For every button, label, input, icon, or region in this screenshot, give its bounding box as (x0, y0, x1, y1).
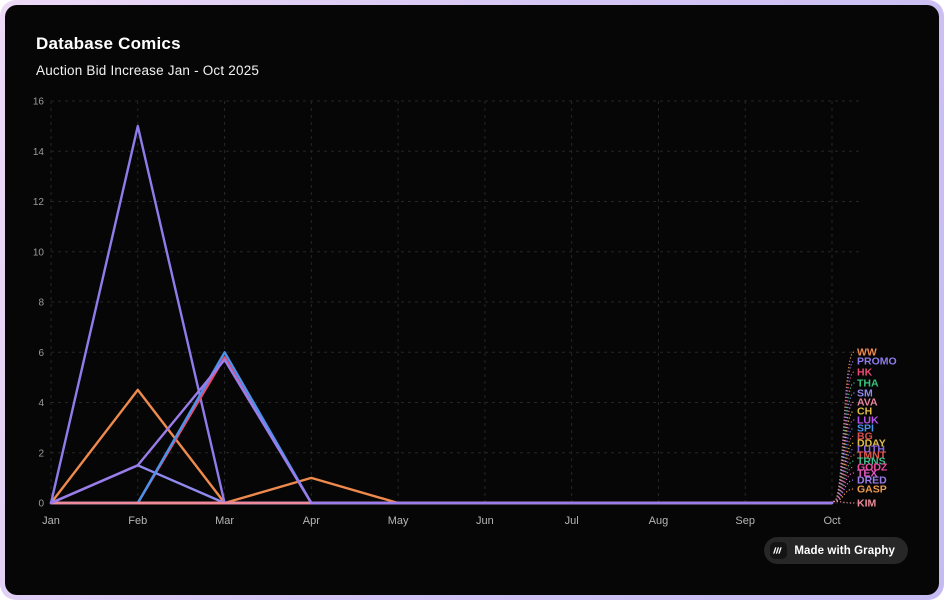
legend-label-GASP: GASP (857, 484, 887, 496)
page-title: Database Comics (36, 34, 181, 53)
y-axis-tick-label: 10 (33, 247, 45, 258)
legend-connector-KIM (833, 500, 855, 504)
legend-label-LUTH: LUTH (857, 444, 885, 456)
y-axis-tick-label: 8 (38, 298, 44, 309)
series-line-WW (49, 388, 834, 505)
legend-label-GODZ: GODZ (857, 462, 888, 474)
legend-label-SM: SM (857, 388, 873, 400)
x-axis-month-label: Aug (649, 515, 669, 527)
chart-card: Database Comics Auction Bid Increase Jan… (5, 5, 939, 595)
x-axis-month-label: May (388, 515, 409, 527)
legend-label-HK: HK (857, 367, 873, 379)
series-line-SM (49, 464, 834, 505)
legend-label-LUK: LUK (857, 415, 879, 427)
legend-connector-THA (833, 382, 855, 503)
badge-label: Made with Graphy (794, 544, 895, 557)
x-axis-month-label: Mar (215, 515, 234, 527)
x-axis-month-label: Jul (565, 515, 579, 527)
legend-connector-GODZ (833, 466, 855, 503)
legend-label-KIM: KIM (857, 498, 877, 510)
y-axis-tick-label: 2 (38, 448, 44, 459)
x-axis-month-label: Jan (42, 515, 60, 527)
legend-label-TMNT: TMNT (857, 450, 887, 462)
legend-connector-AVA (833, 401, 855, 503)
legend-label-PROMO: PROMO (857, 356, 897, 368)
legend-label-DDAY: DDAY (857, 438, 886, 450)
legend-label-SPI: SPI (857, 423, 874, 435)
legend-connector-DRED (833, 479, 855, 503)
legend-label-AVA: AVA (857, 397, 878, 409)
legend-connector-TEX (833, 472, 855, 503)
legend-label-TEX: TEX (857, 468, 877, 480)
legend-label-THA: THA (857, 378, 879, 390)
y-axis-tick-label: 12 (33, 197, 45, 208)
series-line-PROMO (49, 124, 834, 505)
x-axis-month-label: Sep (735, 515, 755, 527)
made-with-graphy-badge[interactable]: Made with Graphy (764, 537, 908, 564)
legend-label-WW: WW (857, 347, 877, 359)
line-chart: 0 2 4 6 8 10 12 14 16 Jan Feb Mar Apr May Jun Jul Aug Sep… (33, 97, 897, 528)
y-axis-tick-label: 14 (33, 147, 45, 158)
legend-connector-DDAY (833, 442, 855, 503)
y-axis-tick-label: 16 (33, 97, 45, 108)
x-axis-month-label: Jun (476, 515, 494, 527)
y-axis-tick-label: 4 (38, 398, 44, 409)
y-axis-tick-label: 0 (38, 499, 44, 510)
legend-label-CH: CH (857, 406, 872, 418)
x-axis-month-label: Feb (128, 515, 147, 527)
legend-label-BG: BG (857, 431, 873, 443)
series-line-DRED (49, 358, 834, 505)
legend-connector-PROMO (833, 360, 855, 503)
graphy-logo-icon (770, 542, 788, 559)
legend-label-TRNS: TRNS (857, 456, 886, 468)
legend-connector-TRNS (833, 460, 855, 503)
y-axis-tick-label: 6 (38, 348, 44, 359)
x-axis-month-label: Apr (303, 515, 320, 527)
x-axis-month-label: Oct (823, 515, 840, 527)
legend-label-DRED: DRED (857, 475, 887, 487)
chart-subtitle: Auction Bid Increase Jan - Oct 2025 (36, 63, 260, 78)
legend-connector-BG (833, 435, 855, 503)
